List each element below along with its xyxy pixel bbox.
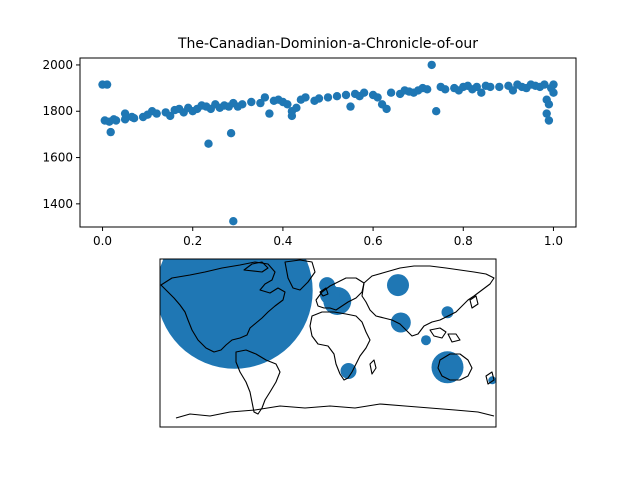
scatter-point — [238, 100, 247, 109]
scatter-point — [432, 107, 441, 116]
scatter-point — [283, 100, 292, 109]
scatter-point — [120, 109, 130, 118]
scatter-point — [226, 129, 236, 138]
map-bubble — [421, 335, 431, 346]
coastlines — [160, 259, 495, 419]
scatter-point — [127, 112, 137, 122]
scatter-point — [544, 100, 554, 109]
x-axis: 0.0 0.2 0.4 0.6 0.8 1.0 — [93, 227, 563, 248]
scatter-point — [301, 93, 310, 102]
scatter-point — [260, 93, 270, 102]
x-tick-label: 0.6 — [364, 234, 383, 248]
scatter-point — [359, 88, 369, 97]
y-tick-label: 1800 — [42, 104, 73, 118]
map-bubbles — [160, 259, 496, 385]
map-bubble — [390, 312, 411, 333]
scatter-point — [386, 88, 396, 97]
scatter-point — [542, 109, 551, 118]
world-map — [159, 258, 497, 428]
x-tick-label: 0.8 — [454, 234, 473, 248]
scatter-point — [382, 104, 391, 114]
scatter-point — [472, 82, 481, 92]
scatter-point — [549, 88, 558, 97]
scatter-point — [341, 90, 351, 100]
scatter-point — [314, 94, 324, 103]
scatter-point — [323, 93, 333, 102]
scatter-point — [166, 111, 175, 121]
map-frame — [159, 258, 497, 428]
scatter-point — [346, 102, 355, 111]
scatter-point — [265, 109, 274, 118]
y-tick-label: 2000 — [42, 58, 73, 72]
scatter-point — [204, 139, 213, 148]
scatter-point — [508, 86, 518, 95]
scatter-point — [477, 88, 486, 97]
scatter-point — [109, 115, 119, 124]
scatter-point — [332, 92, 342, 101]
scatter-point — [287, 111, 297, 121]
scatter-point — [486, 82, 495, 92]
x-tick-label: 0.4 — [273, 234, 292, 248]
scatter-point — [152, 109, 161, 118]
scatter-point — [106, 127, 115, 137]
scatter-axes-frame — [79, 57, 577, 228]
scatter-plot: The-Canadian-Dominion-a-Chronicle-of-our… — [42, 36, 577, 248]
scatter-point — [292, 103, 301, 113]
map-bubble — [160, 259, 313, 369]
scatter-point — [256, 98, 265, 108]
scatter-point — [441, 85, 450, 94]
scatter-point — [549, 80, 558, 89]
scatter-point — [423, 85, 432, 94]
scatter-point — [373, 93, 382, 102]
scatter-point — [540, 80, 549, 89]
map-bubble — [319, 277, 336, 294]
chart-title: The-Canadian-Dominion-a-Chronicle-of-our — [177, 36, 478, 52]
scatter-point — [544, 116, 554, 125]
scatter-point — [229, 217, 238, 226]
y-tick-label: 1400 — [42, 197, 73, 211]
scatter-point — [495, 82, 504, 92]
x-tick-label: 0.2 — [183, 234, 202, 248]
map-bubble — [387, 274, 409, 297]
map-bubble — [340, 363, 357, 379]
x-tick-label: 1.0 — [544, 234, 563, 248]
scatter-point — [427, 60, 436, 70]
x-tick-label: 0.0 — [93, 234, 112, 248]
y-axis: 1400 1600 1800 2000 — [42, 58, 80, 211]
scatter-points — [98, 60, 558, 226]
scatter-point — [247, 97, 256, 107]
y-tick-label: 1600 — [42, 151, 73, 165]
scatter-point — [102, 80, 112, 89]
map-bubble — [431, 351, 464, 384]
